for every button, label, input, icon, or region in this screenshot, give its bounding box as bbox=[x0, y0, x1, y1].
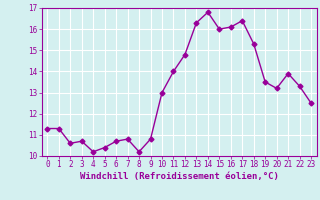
X-axis label: Windchill (Refroidissement éolien,°C): Windchill (Refroidissement éolien,°C) bbox=[80, 172, 279, 181]
